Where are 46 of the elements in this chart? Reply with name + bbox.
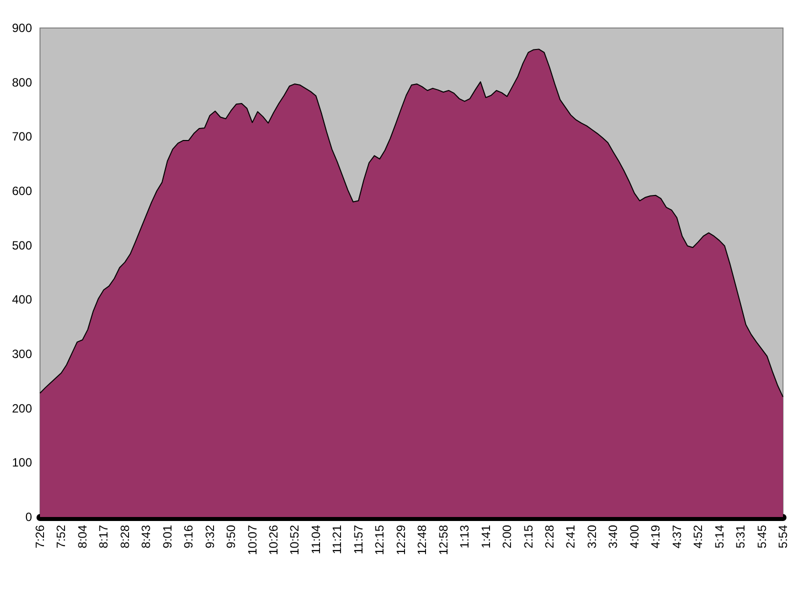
x-tick-label: 9:50 xyxy=(224,524,238,548)
x-tick-label: 2:41 xyxy=(564,524,578,548)
x-tick-label: 10:52 xyxy=(288,524,302,556)
y-tick-label: 500 xyxy=(12,238,32,252)
x-tick-label: 12:58 xyxy=(436,524,450,556)
y-tick-label: 400 xyxy=(12,292,32,307)
x-tick-label: 12:15 xyxy=(372,524,387,556)
x-tick-label: 4:37 xyxy=(670,524,684,548)
y-tick-label: 100 xyxy=(12,456,32,470)
x-tick-label: 5:45 xyxy=(754,524,769,548)
x-tick-label: 7:26 xyxy=(33,524,47,548)
x-tick-label: 9:32 xyxy=(202,524,217,548)
x-tick-label: 8:43 xyxy=(139,524,154,548)
y-tick-label: 800 xyxy=(12,75,32,90)
x-tick-label: 5:31 xyxy=(734,524,748,548)
x-tick-label: 2:00 xyxy=(500,524,514,548)
x-tick-label: 2:15 xyxy=(521,524,536,548)
x-tick-label: 8:28 xyxy=(118,524,132,548)
x-tick-label: 3:40 xyxy=(606,524,620,548)
x-tick-label: 8:17 xyxy=(96,524,111,548)
x-tick-label: 3:20 xyxy=(584,524,599,548)
x-tick-label: 2:28 xyxy=(542,524,556,548)
x-tick-label: 11:21 xyxy=(330,524,344,554)
x-tick-label: 11:04 xyxy=(308,524,323,554)
y-tick-label: 600 xyxy=(12,184,32,198)
x-tick-label: 5:54 xyxy=(776,524,790,548)
x-tick-label: 4:19 xyxy=(648,524,663,548)
y-tick-label: 700 xyxy=(12,130,32,144)
x-tick-label: 12:48 xyxy=(415,524,430,556)
x-tick-label: 4:00 xyxy=(627,524,642,548)
x-tick-label: 12:29 xyxy=(394,524,408,556)
x-tick-label: 1:13 xyxy=(458,524,472,548)
x-tick-label: 10:07 xyxy=(245,524,260,556)
x-tick-label: 7:52 xyxy=(54,524,68,548)
y-tick-label: 900 xyxy=(12,21,32,35)
x-tick-label: 4:52 xyxy=(691,524,706,548)
x-tick-label: 9:01 xyxy=(160,524,174,548)
x-tick-label: 9:16 xyxy=(182,524,196,548)
x-tick-label: 11:57 xyxy=(351,524,366,554)
x-tick-label: 8:04 xyxy=(75,524,90,548)
x-tick-label: 1:41 xyxy=(478,524,493,548)
x-tick-label: 10:26 xyxy=(266,524,281,556)
y-tick-label: 300 xyxy=(12,347,32,361)
y-tick-label: 0 xyxy=(25,510,32,524)
x-tick-label: 5:14 xyxy=(712,524,726,548)
y-tick-label: 200 xyxy=(12,401,32,416)
